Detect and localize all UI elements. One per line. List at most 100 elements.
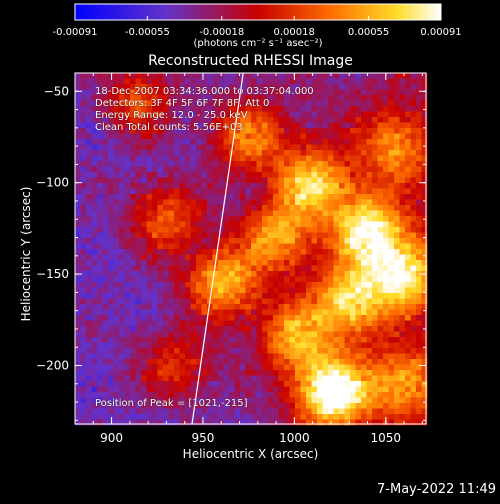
heatmap-cell	[91, 342, 98, 349]
heatmap-cell	[141, 210, 147, 217]
heatmap-cell	[196, 260, 202, 266]
heatmap-cell	[372, 166, 378, 173]
heatmap-cell	[80, 100, 87, 107]
heatmap-cell	[410, 282, 417, 288]
heatmap-cell	[311, 232, 318, 239]
heatmap-cell	[399, 403, 406, 409]
heatmap-cell	[174, 392, 180, 398]
heatmap-cell	[355, 155, 362, 162]
heatmap-cell	[135, 177, 142, 184]
heatmap-cell	[152, 144, 158, 151]
heatmap-cell	[251, 298, 257, 305]
heatmap-cell	[416, 359, 422, 365]
heatmap-cell	[339, 254, 345, 261]
heatmap-cell	[311, 199, 318, 206]
heatmap-cell	[245, 287, 252, 294]
heatmap-cell	[372, 84, 378, 90]
heatmap-cell	[311, 172, 318, 178]
heatmap-cell	[361, 84, 367, 90]
heatmap-cell	[135, 309, 142, 316]
heatmap-cell	[306, 227, 312, 233]
heatmap-cell	[163, 370, 169, 376]
heatmap-cell	[91, 337, 98, 343]
heatmap-cell	[333, 375, 340, 382]
heatmap-cell	[174, 282, 180, 288]
heatmap-cell	[350, 331, 356, 338]
heatmap-cell	[289, 161, 296, 167]
heatmap-cell	[372, 161, 378, 167]
heatmap-cell	[102, 375, 109, 382]
heatmap-cell	[190, 386, 197, 393]
heatmap-cell	[366, 414, 373, 420]
heatmap-cell	[119, 293, 125, 299]
heatmap-cell	[223, 265, 230, 272]
heatmap-cell	[344, 210, 351, 217]
heatmap-cell	[361, 408, 367, 415]
heatmap-cell	[212, 205, 219, 211]
heatmap-cell	[377, 254, 384, 261]
heatmap-cell	[157, 122, 164, 129]
heatmap-cell	[218, 111, 224, 118]
heatmap-cell	[284, 194, 290, 200]
heatmap-cell	[113, 249, 120, 255]
heatmap-cell	[119, 381, 125, 387]
heatmap-cell	[405, 348, 411, 354]
heatmap-cell	[240, 381, 246, 387]
heatmap-cell	[179, 232, 186, 239]
heatmap-cell	[91, 155, 98, 162]
heatmap-cell	[306, 221, 312, 228]
heatmap-cell	[124, 199, 131, 206]
heatmap-cell	[80, 172, 87, 178]
heatmap-cell	[361, 106, 367, 112]
heatmap-cell	[317, 210, 323, 217]
heatmap-cell	[394, 348, 400, 354]
heatmap-cell	[207, 315, 213, 321]
heatmap-cell	[108, 386, 114, 393]
heatmap-cell	[97, 342, 103, 349]
heatmap-cell	[234, 199, 241, 206]
heatmap-cell	[108, 254, 114, 261]
heatmap-cell	[311, 128, 318, 134]
heatmap-cell	[119, 254, 125, 261]
heatmap-cell	[234, 84, 241, 90]
heatmap-cell	[190, 276, 197, 283]
heatmap-cell	[163, 342, 169, 349]
heatmap-cell	[179, 392, 186, 398]
heatmap-cell	[295, 392, 301, 398]
heatmap-cell	[207, 122, 213, 129]
heatmap-cell	[289, 375, 296, 382]
heatmap-cell	[201, 106, 208, 112]
heatmap-cell	[289, 397, 296, 404]
heatmap-cell	[251, 172, 257, 178]
heatmap-cell	[251, 166, 257, 173]
heatmap-cell	[388, 392, 395, 398]
heatmap-cell	[108, 177, 114, 184]
heatmap-cell	[278, 155, 285, 162]
heatmap-cell	[394, 232, 400, 239]
heatmap-cell	[75, 139, 81, 145]
heatmap-cell	[141, 166, 147, 173]
heatmap-cell	[388, 232, 395, 239]
heatmap-cell	[416, 298, 422, 305]
heatmap-cell	[97, 359, 103, 365]
heatmap-cell	[218, 386, 224, 393]
heatmap-cell	[295, 337, 301, 343]
heatmap-cell	[196, 84, 202, 90]
heatmap-cell	[289, 364, 296, 371]
heatmap-cell	[372, 199, 378, 206]
heatmap-cell	[355, 73, 362, 79]
heatmap-cell	[328, 309, 334, 316]
heatmap-cell	[405, 133, 411, 140]
heatmap-cell	[328, 161, 334, 167]
heatmap-cell	[410, 177, 417, 184]
heatmap-cell	[410, 364, 417, 371]
heatmap-cell	[256, 78, 263, 85]
heatmap-cell	[361, 265, 367, 272]
heatmap-cell	[383, 276, 389, 283]
heatmap-cell	[344, 139, 351, 145]
heatmap-cell	[218, 309, 224, 316]
heatmap-cell	[124, 260, 131, 266]
heatmap-cell	[234, 254, 241, 261]
heatmap-cell	[421, 122, 428, 129]
heatmap-cell	[317, 337, 323, 343]
